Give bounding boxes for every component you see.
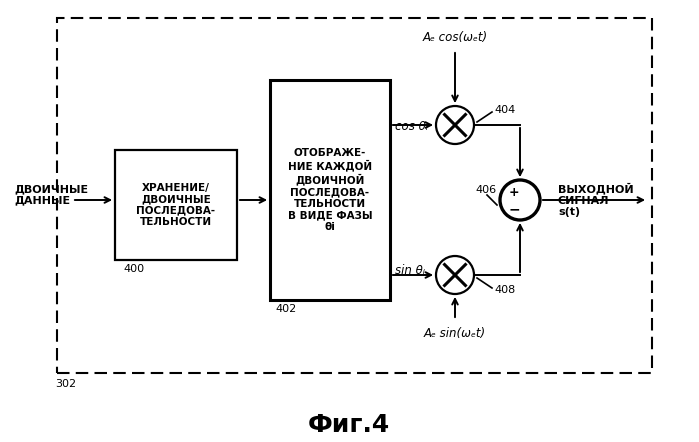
Text: 408: 408	[494, 285, 515, 295]
Text: ХРАНЕНИЕ/
ДВОИЧНЫЕ
ПОСЛЕДОВА-
ТЕЛЬНОСТИ: ХРАНЕНИЕ/ ДВОИЧНЫЕ ПОСЛЕДОВА- ТЕЛЬНОСТИ	[136, 183, 215, 227]
Text: Фиг.4: Фиг.4	[308, 413, 390, 437]
Text: sin θᵢ: sin θᵢ	[395, 263, 425, 277]
Bar	[57, 18, 652, 373]
Text: 400: 400	[123, 264, 144, 274]
Text: 406: 406	[475, 185, 496, 195]
Text: +: +	[509, 186, 519, 198]
Bar	[115, 150, 237, 260]
Text: ДВОИЧНЫЕ
ДАННЫЕ: ДВОИЧНЫЕ ДАННЫЕ	[14, 184, 88, 206]
Bar	[270, 80, 390, 300]
Text: −: −	[508, 202, 520, 216]
Text: ОТОБРАЖЕ-
НИЕ КАЖДОЙ
ДВОИЧНОЙ
ПОСЛЕДОВА-
ТЕЛЬНОСТИ
В ВИДЕ ФАЗЫ
θi: ОТОБРАЖЕ- НИЕ КАЖДОЙ ДВОИЧНОЙ ПОСЛЕДОВА-…	[288, 148, 373, 232]
Text: 302: 302	[55, 379, 76, 389]
Text: Aₑ sin(ωₑt): Aₑ sin(ωₑt)	[424, 327, 486, 339]
Text: Aₑ cos(ωₑt): Aₑ cos(ωₑt)	[422, 31, 488, 45]
Text: cos θᵢ: cos θᵢ	[395, 121, 428, 133]
Text: ВЫХОДНОЙ
СИГНАЛ
s(t): ВЫХОДНОЙ СИГНАЛ s(t)	[558, 183, 633, 217]
Text: 404: 404	[494, 105, 515, 115]
Text: 402: 402	[275, 304, 296, 314]
